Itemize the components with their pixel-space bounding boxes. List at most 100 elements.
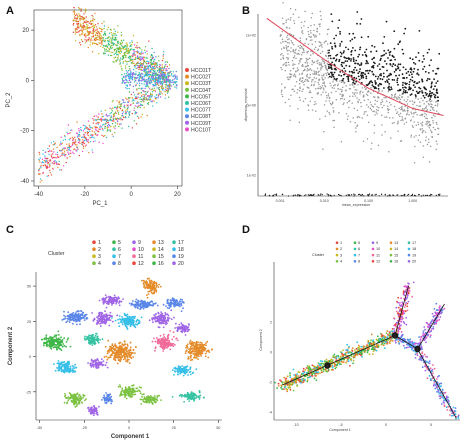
gene-point [365,110,367,113]
cell-point [123,352,125,355]
pc-point [113,126,115,128]
gene-point [377,144,380,147]
cell-point [96,339,99,342]
gene-point [388,194,390,196]
pc-point [50,156,53,158]
pc-point [138,51,140,53]
gene-point [406,91,408,94]
pc-point [123,104,126,107]
pc-point [144,74,147,77]
gene-point [293,22,296,24]
gene-point [358,98,360,101]
cell-point [72,317,75,320]
gene-point [403,109,406,111]
pc-point [73,10,76,12]
pc-point [128,111,131,113]
pc-point [143,57,145,59]
pc-point [164,65,166,67]
gene-point [350,53,353,56]
pc-point [156,80,158,82]
pc-point [110,41,112,43]
cell-point [67,337,70,339]
pc-point [141,69,143,72]
pc-point [87,46,90,49]
pc-point [49,169,51,172]
pc-point [117,31,119,33]
cell-point [113,299,116,302]
pc-point [116,59,118,61]
gene-point [393,121,395,124]
gene-point [434,128,436,131]
gene-point [412,103,414,105]
pc-point [154,79,156,81]
gene-point [422,194,424,196]
pc-point [51,162,53,164]
cell-point [156,284,158,287]
gene-point [369,107,372,110]
gene-point [329,113,331,115]
pc-point [139,96,141,99]
gene-point [436,80,439,82]
gene-point [339,33,341,35]
gene-point [348,57,351,60]
pc-point [82,136,85,138]
pc-point [114,111,117,113]
pc-point [94,128,97,130]
gene-point [390,137,392,139]
gene-point [353,86,355,88]
pc-point [141,72,143,75]
gene-point [428,64,431,67]
pc-point [148,40,150,42]
pc-point [83,25,86,27]
pc-point [101,116,104,118]
pc-point [38,151,40,154]
pc-point [78,15,81,17]
gene-point [291,59,294,62]
gene-point [281,93,283,96]
pc-point [79,20,81,22]
pc-point [145,81,148,83]
pc-point [156,87,158,89]
gene-point [324,85,327,88]
gene-point [401,116,403,118]
gene-point [427,72,430,74]
panel-label-c: C [6,224,14,236]
cell-point [108,314,110,317]
gene-point [396,65,399,68]
pc-point [100,119,102,121]
pc-point [120,47,123,50]
pc-point [162,53,165,56]
cell-point [126,343,129,346]
pc-point [135,123,138,125]
gene-point [404,91,407,94]
cell-point [118,301,121,303]
pc-point [160,77,162,80]
cell-point [111,320,114,323]
pc-point [160,91,162,93]
pc-point [154,73,156,75]
gene-point [342,103,344,106]
pc-point [122,101,125,103]
gene-point [305,38,308,41]
pc-point [125,76,127,79]
cell-point [94,334,97,337]
cell-point [58,334,60,336]
pc-point [159,90,161,92]
cell-point [83,337,86,340]
pc-point [120,31,123,34]
cell-point [151,287,154,290]
pc-point [151,95,153,97]
gene-point [395,69,397,71]
cell-point [106,352,109,355]
pc-point [67,133,69,135]
pc-point [82,141,85,143]
gene-point [298,194,300,196]
gene-point [428,78,431,80]
gene-point [287,46,289,48]
cell-point [114,353,117,356]
gene-point [356,92,358,94]
cell-point [88,342,91,345]
